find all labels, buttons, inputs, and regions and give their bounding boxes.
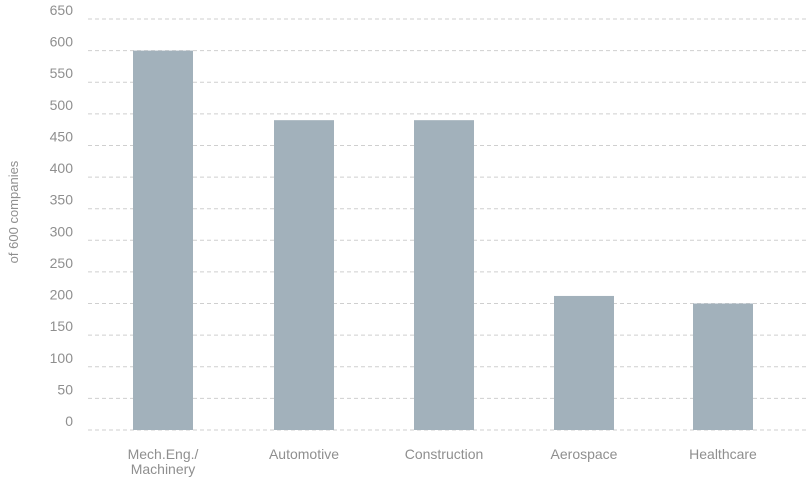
category-label: Aerospace [551, 446, 618, 462]
bars [133, 50, 753, 431]
category-labels: Mech.Eng./Machinery Automotive Constructio… [128, 446, 757, 477]
y-tick-label: 350 [50, 192, 74, 208]
y-tick-labels: 0 50 100 150 200 250 300 350 400 450 500 550 600 650 [50, 2, 74, 429]
y-tick-label: 400 [50, 160, 74, 176]
category-label-line: Healthcare [689, 446, 757, 462]
bar [274, 120, 334, 431]
category-label: Mech.Eng./Machinery [128, 446, 199, 477]
y-tick-label: 150 [50, 318, 74, 334]
y-axis-label: of 600 companies [6, 160, 21, 263]
category-label: Construction [405, 446, 484, 462]
y-tick-label: 0 [65, 413, 73, 429]
y-tick-label: 250 [50, 255, 74, 271]
bar [693, 303, 753, 430]
y-tick-label: 50 [57, 381, 73, 397]
category-label-line: Automotive [269, 446, 339, 462]
y-tick-label: 500 [50, 97, 74, 113]
y-tick-label: 200 [50, 287, 74, 303]
category-label: Automotive [269, 446, 339, 462]
category-label-line: Aerospace [551, 446, 618, 462]
bar [133, 50, 193, 430]
category-label-line: Machinery [131, 461, 196, 477]
y-tick-label: 550 [50, 65, 74, 81]
bar [414, 120, 474, 431]
y-tick-label: 650 [50, 2, 74, 18]
category-label: Healthcare [689, 446, 757, 462]
y-tick-label: 450 [50, 128, 74, 144]
category-label-line: Mech.Eng./ [128, 446, 199, 462]
y-tick-label: 600 [50, 34, 74, 50]
bar [554, 295, 614, 430]
category-label-line: Construction [405, 446, 484, 462]
y-tick-label: 300 [50, 223, 74, 239]
y-tick-label: 100 [50, 350, 74, 366]
